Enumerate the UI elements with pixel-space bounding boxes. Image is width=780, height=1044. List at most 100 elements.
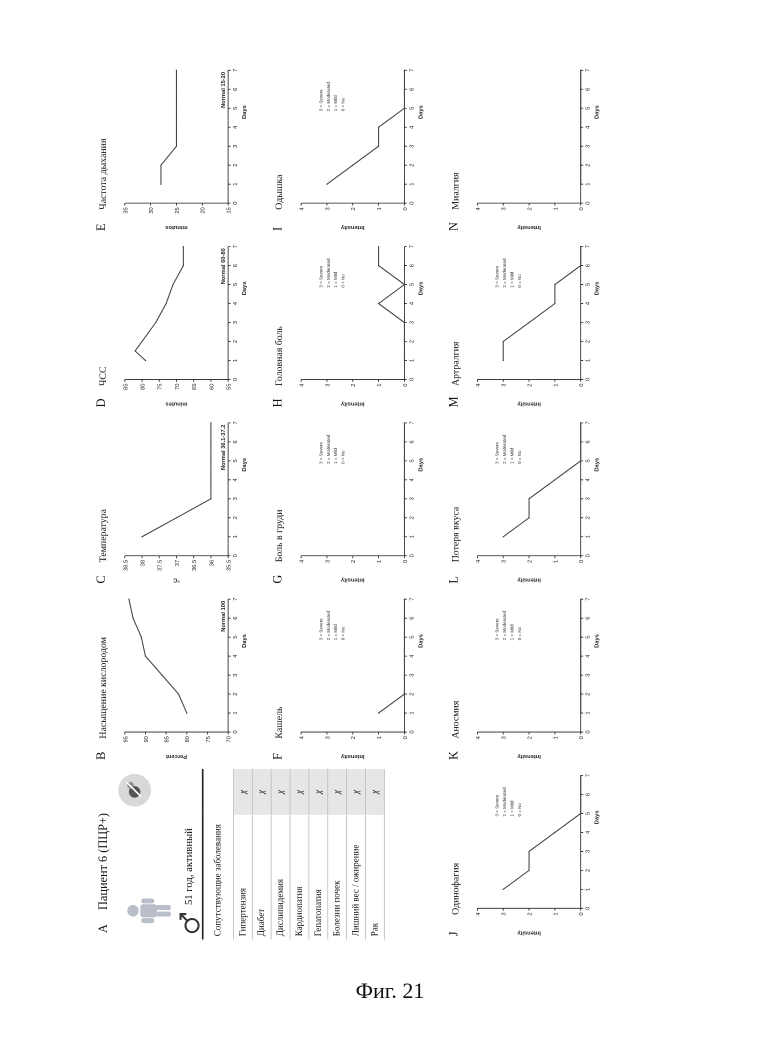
y-tick-label: 90 [144, 736, 150, 742]
x-tick-label: 0 [586, 554, 592, 557]
data-point [404, 341, 405, 342]
legend-entry: 1 = Mild [509, 448, 514, 464]
x-tick-label: 5 [409, 107, 415, 110]
y-tick-label: 3 [325, 384, 331, 387]
legend-entry: 0 = No [517, 274, 522, 288]
y-tick-label: 70 [227, 736, 233, 742]
x-tick-label: 7 [409, 421, 415, 424]
chart-panel-E: EЧастота дыхания152025303501234567Daysmi… [92, 58, 264, 234]
y-tick-label: 2 [351, 560, 357, 563]
y-tick-label: 1 [553, 560, 559, 563]
y-tick-label: 85 [123, 384, 129, 390]
x-axis-label: Days [595, 458, 601, 472]
chart-C-svg: 35.53636.53737.53838.501234567Days°CNorm… [113, 415, 261, 587]
chart-title: ЧСС [97, 366, 109, 386]
panel-letter: N [448, 222, 462, 231]
data-point [528, 517, 529, 518]
legend-entry: 2 = Moderated [326, 258, 331, 288]
x-axis-label: Days [418, 105, 424, 119]
data-point [503, 536, 504, 537]
x-tick-label: 1 [586, 888, 592, 891]
series-line [379, 599, 405, 713]
y-tick-label: 1 [377, 207, 383, 210]
y-tick-label: 35 [123, 207, 129, 213]
data-point [503, 341, 504, 342]
chart-L-svg: 0123401234567DaysIntensity3 = Severe2 = … [466, 415, 614, 587]
x-tick-label: 1 [233, 183, 239, 186]
x-axis-label: Days [242, 634, 248, 648]
chart-title: Миалгия [450, 172, 462, 209]
data-point [352, 165, 353, 166]
chart-panel-I: IОдышка0123401234567DaysIntensity3 = Sev… [268, 58, 440, 234]
data-point [404, 108, 405, 109]
x-tick-label: 3 [586, 145, 592, 148]
x-tick-label: 7 [586, 421, 592, 424]
legend-entry: 0 = No [517, 450, 522, 464]
x-tick-label: 3 [233, 674, 239, 677]
legend-entry: 2 = Moderated [326, 611, 331, 641]
comorbidity-mark: χ [328, 769, 347, 815]
comorbidity-name: Рак [365, 815, 384, 940]
y-tick-label: 3 [325, 560, 331, 563]
series-line [503, 247, 580, 361]
data-point [580, 712, 581, 713]
y-tick-label: 55 [227, 384, 233, 390]
data-point [580, 146, 581, 147]
comorbidity-name: Дислипидемия [271, 815, 290, 940]
legend-entry: 0 = No [341, 274, 346, 288]
patient-title: Пациент 6 (ПЦР+) [97, 813, 111, 910]
y-tick-label: 2 [528, 912, 534, 915]
x-tick-label: 4 [233, 477, 239, 481]
series-line [327, 70, 404, 184]
legend-entry: 2 = Moderated [502, 611, 507, 641]
x-tick-label: 4 [233, 301, 239, 305]
table-row: Гепатопатияχ [309, 769, 328, 940]
chart-panel-D: DЧСС5560657075808501234567DaysminutesNor… [92, 234, 264, 410]
y-tick-label: 2 [351, 384, 357, 387]
y-tick-label: 3 [325, 736, 331, 739]
chart-title: Потеря вкуса [450, 507, 462, 563]
y-tick-label: 0 [579, 384, 585, 387]
legend-entry: 1 = Mild [333, 95, 338, 111]
chart-K-svg: 0123401234567DaysIntensity3 = Severe2 = … [466, 591, 614, 763]
y-tick-label: 1 [377, 384, 383, 387]
normal-range-label: Normal 15-20 [221, 72, 227, 108]
y-tick-label: 1 [553, 384, 559, 387]
data-point [176, 146, 177, 147]
data-point [404, 636, 405, 637]
data-point [404, 599, 405, 600]
legend-entry: 1 = Mild [509, 624, 514, 640]
y-tick-label: 95 [123, 736, 129, 742]
data-point [580, 655, 581, 656]
data-point [580, 636, 581, 637]
y-tick-label: 1 [553, 207, 559, 210]
y-tick-label: 36 [209, 560, 215, 566]
data-point [528, 322, 529, 323]
y-tick-label: 80 [185, 736, 191, 742]
table-row: Кардиопатияχ [290, 769, 309, 940]
data-point [210, 460, 211, 461]
x-tick-label: 5 [409, 636, 415, 639]
data-point [404, 655, 405, 656]
chart-panel-J: JОдинофагия0123401234567DaysIntensity3 =… [445, 763, 617, 939]
data-point [178, 693, 179, 694]
comorbidity-name: Гипертензия [233, 815, 252, 940]
chart-title: Головная боль [273, 326, 285, 386]
x-tick-label: 4 [586, 125, 592, 129]
x-tick-label: 0 [233, 378, 239, 381]
chart-panel-M: MАртралгия0123401234567DaysIntensity3 = … [445, 234, 617, 410]
comorbidity-mark: χ [309, 769, 328, 815]
x-tick-label: 1 [586, 183, 592, 186]
y-axis-label: Intensity [516, 929, 540, 935]
data-point [378, 246, 379, 247]
x-tick-label: 7 [586, 598, 592, 601]
data-point [580, 813, 581, 814]
x-tick-label: 7 [233, 598, 239, 601]
x-tick-label: 2 [586, 164, 592, 167]
data-point [554, 832, 555, 833]
series-line [379, 247, 405, 361]
x-tick-label: 4 [409, 477, 415, 481]
data-point [176, 89, 177, 90]
legend-entry: 3 = Severe [318, 618, 323, 640]
